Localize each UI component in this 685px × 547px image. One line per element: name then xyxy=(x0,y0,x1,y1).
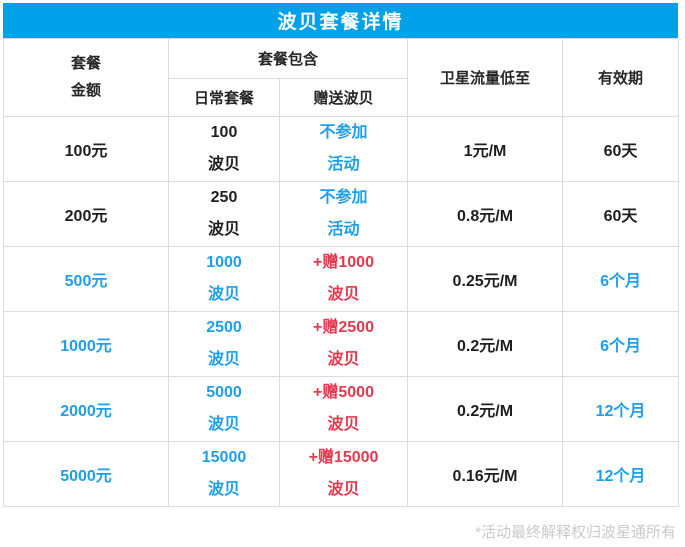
cell-daily: 2500 波贝 xyxy=(168,311,280,377)
cell-traffic: 0.25元/M xyxy=(407,246,564,312)
cell-daily: 15000 波贝 xyxy=(168,441,280,507)
cell-gift: +赠2500 波贝 xyxy=(278,311,409,377)
cell-gift-line1: +赠1000 xyxy=(313,254,374,271)
cell-daily-line1: 15000 xyxy=(201,449,247,466)
cell-traffic: 0.2元/M xyxy=(407,376,564,442)
cell-daily-line1: 5000 xyxy=(206,384,242,401)
header-amount: 套餐 金额 xyxy=(3,38,169,117)
cell-traffic: 1元/M xyxy=(407,116,564,182)
table-row: 2000元 5000 波贝 +赠5000 波贝 0.2元/M 12个月 xyxy=(3,376,680,442)
cell-daily-line1: 250 xyxy=(210,189,238,206)
table-row: 500元 1000 波贝 +赠1000 波贝 0.25元/M 6个月 xyxy=(3,246,680,312)
header-gift: 赠送波贝 xyxy=(278,78,409,117)
table-row: 5000元 15000 波贝 +赠15000 波贝 0.16元/M 12个月 xyxy=(3,441,680,507)
cell-validity: 60天 xyxy=(562,181,680,247)
cell-traffic: 0.2元/M xyxy=(407,311,564,377)
cell-validity: 6个月 xyxy=(562,246,680,312)
cell-amount: 500元 xyxy=(3,246,169,312)
cell-daily-line1: 100 xyxy=(210,124,238,141)
cell-daily-line2: 波贝 xyxy=(207,221,240,238)
cell-gift: 不参加 活动 xyxy=(278,116,409,182)
cell-daily-line2: 波贝 xyxy=(207,351,240,368)
cell-daily: 1000 波贝 xyxy=(168,246,280,312)
cell-gift-line1: 不参加 xyxy=(319,189,368,206)
cell-traffic: 0.8元/M xyxy=(407,181,564,247)
cell-gift-line1: +赠15000 xyxy=(308,449,379,466)
cell-validity: 12个月 xyxy=(562,441,680,507)
cell-gift: +赠5000 波贝 xyxy=(278,376,409,442)
cell-gift-line1: 不参加 xyxy=(319,124,368,141)
header-daily: 日常套餐 xyxy=(168,78,280,117)
cell-amount: 200元 xyxy=(3,181,169,247)
cell-daily-line2: 波贝 xyxy=(207,286,240,303)
cell-traffic: 0.16元/M xyxy=(407,441,564,507)
table-row: 200元 250 波贝 不参加 活动 0.8元/M 60天 xyxy=(3,181,680,247)
cell-gift-line2: 波贝 xyxy=(327,481,360,498)
disclaimer-footnote: *活动最终解释权归波星通所有 xyxy=(475,524,676,541)
cell-gift-line2: 活动 xyxy=(327,221,360,238)
cell-gift-line1: +赠5000 xyxy=(313,384,374,401)
cell-daily: 5000 波贝 xyxy=(168,376,280,442)
cell-amount: 100元 xyxy=(3,116,169,182)
cell-gift-line2: 波贝 xyxy=(327,416,360,433)
cell-gift-line2: 活动 xyxy=(327,156,360,173)
cell-validity: 60天 xyxy=(562,116,680,182)
cell-amount: 2000元 xyxy=(3,376,169,442)
cell-daily: 250 波贝 xyxy=(168,181,280,247)
header-includes: 套餐包含 xyxy=(167,38,409,79)
cell-amount: 1000元 xyxy=(3,311,169,377)
header-validity: 有效期 xyxy=(562,38,680,117)
cell-gift: 不参加 活动 xyxy=(278,181,409,247)
cell-daily: 100 波贝 xyxy=(168,116,280,182)
page-title: 波贝套餐详情 xyxy=(3,3,678,38)
header-amount-line1: 套餐 xyxy=(70,55,101,73)
table-row: 100元 100 波贝 不参加 活动 1元/M 60天 xyxy=(3,116,680,182)
cell-gift-line1: +赠2500 xyxy=(313,319,374,336)
cell-daily-line2: 波贝 xyxy=(207,156,240,173)
header-amount-line2: 金额 xyxy=(70,81,101,99)
cell-gift: +赠1000 波贝 xyxy=(278,246,409,312)
cell-daily-line2: 波贝 xyxy=(207,481,240,498)
cell-gift-line2: 波贝 xyxy=(327,351,360,368)
cell-gift-line2: 波贝 xyxy=(327,286,360,303)
package-table: 套餐 金额 套餐包含 卫星流量低至 有效期 日常套餐 赠送波贝 100元 100… xyxy=(3,38,680,507)
table-row: 1000元 2500 波贝 +赠2500 波贝 0.2元/M 6个月 xyxy=(3,311,680,377)
cell-daily-line1: 1000 xyxy=(206,254,242,271)
header-traffic: 卫星流量低至 xyxy=(407,38,564,117)
cell-daily-line2: 波贝 xyxy=(207,416,240,433)
cell-gift: +赠15000 波贝 xyxy=(278,441,409,507)
cell-amount: 5000元 xyxy=(3,441,169,507)
cell-daily-line1: 2500 xyxy=(206,319,242,336)
cell-validity: 6个月 xyxy=(562,311,680,377)
cell-validity: 12个月 xyxy=(562,376,680,442)
